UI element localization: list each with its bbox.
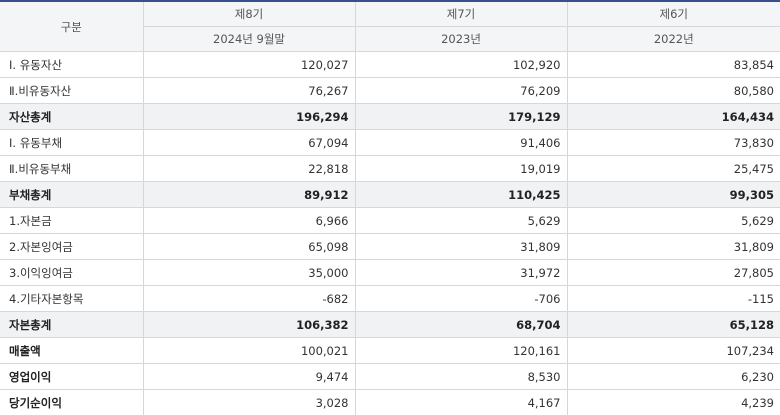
row-value: 8,530 [354, 363, 568, 390]
table-row: 2.자본잉여금 65,098 31,809 31,809 [0, 233, 780, 260]
row-label: Ⅱ.비유동자산 [0, 77, 144, 104]
row-value: 35,000 [142, 259, 356, 286]
row-label: 자본총계 [0, 311, 144, 338]
row-label: 영업이익 [0, 363, 144, 390]
header-period: 제6기 [566, 1, 780, 27]
header-period: 제8기 [142, 1, 356, 27]
row-label: 자산총계 [0, 103, 144, 130]
row-value: 120,161 [354, 337, 568, 364]
table-row: 1.자본금 6,966 5,629 5,629 [0, 207, 780, 234]
row-value: 99,305 [566, 181, 780, 208]
row-value: 4,239 [566, 389, 780, 416]
table-row: 영업이익 9,474 8,530 6,230 [0, 363, 780, 390]
row-label: Ⅰ. 유동자산 [0, 51, 144, 78]
row-label: Ⅱ.비유동부채 [0, 155, 144, 182]
header-date: 2022년 [566, 26, 780, 52]
row-value: 89,912 [142, 181, 356, 208]
table-row: 자산총계 196,294 179,129 164,434 [0, 103, 780, 130]
header-period: 제7기 [354, 1, 568, 27]
row-value: 25,475 [566, 155, 780, 182]
header-date: 2023년 [354, 26, 568, 52]
row-value: -706 [354, 285, 568, 312]
row-value: 31,809 [354, 233, 568, 260]
row-label: 매출액 [0, 337, 144, 364]
row-value: 22,818 [142, 155, 356, 182]
table-row: 당기순이익 3,028 4,167 4,239 [0, 389, 780, 416]
table-body: Ⅰ. 유동자산 120,027 102,920 83,854 Ⅱ.비유동자산 76,267… [0, 51, 780, 416]
table-row: 4.기타자본항목 -682 -706 -115 [0, 285, 780, 312]
row-value: 65,128 [566, 311, 780, 338]
row-value: 76,267 [142, 77, 356, 104]
row-value: 68,704 [354, 311, 568, 338]
row-label: 당기순이익 [0, 389, 144, 416]
row-value: 31,809 [566, 233, 780, 260]
row-value: 164,434 [566, 103, 780, 130]
row-value: -682 [142, 285, 356, 312]
row-value: 27,805 [566, 259, 780, 286]
row-label: Ⅰ. 유동부채 [0, 129, 144, 156]
row-value: 65,098 [142, 233, 356, 260]
row-value: 102,920 [354, 51, 568, 78]
header-date: 2024년 9월말 [143, 26, 356, 52]
table-row: 자본총계 106,382 68,704 65,128 [0, 311, 780, 338]
row-value: 76,209 [354, 77, 568, 104]
table-row: 3.이익잉여금 35,000 31,972 27,805 [0, 259, 780, 286]
row-value: 107,234 [566, 337, 780, 364]
table-row: Ⅱ.비유동부채 22,818 19,019 25,475 [0, 155, 780, 182]
row-value: 6,230 [566, 363, 780, 390]
row-label: 1.자본금 [0, 207, 144, 234]
row-value: 31,972 [354, 259, 568, 286]
table-row: Ⅰ. 유동부채 67,094 91,406 73,830 [0, 129, 780, 156]
row-label: 2.자본잉여금 [0, 233, 144, 260]
row-value: 3,028 [142, 389, 356, 416]
row-value: 5,629 [354, 207, 568, 234]
row-value: 67,094 [142, 129, 356, 156]
row-label: 4.기타자본항목 [0, 285, 144, 312]
table-row: 매출액 100,021 120,161 107,234 [0, 337, 780, 364]
table-row: Ⅰ. 유동자산 120,027 102,920 83,854 [0, 51, 780, 78]
row-value: 179,129 [354, 103, 568, 130]
row-value: 91,406 [354, 129, 568, 156]
header-date-row: 2024년 9월말 2023년 2022년 [0, 26, 780, 52]
row-value: 196,294 [142, 103, 356, 130]
row-value: 106,382 [142, 311, 356, 338]
table-row: Ⅱ.비유동자산 76,267 76,209 80,580 [0, 77, 780, 104]
row-label: 3.이익잉여금 [0, 259, 144, 286]
row-value: 6,966 [142, 207, 356, 234]
row-value: 9,474 [142, 363, 356, 390]
row-value: 110,425 [354, 181, 568, 208]
row-value: 4,167 [354, 389, 568, 416]
row-value: 5,629 [566, 207, 780, 234]
row-value: 19,019 [354, 155, 568, 182]
row-value: 100,021 [142, 337, 356, 364]
row-value: 83,854 [566, 51, 780, 78]
row-value: 80,580 [566, 77, 780, 104]
row-value: -115 [566, 285, 780, 312]
table-row: 부채총계 89,912 110,425 99,305 [0, 181, 780, 208]
table-header: 구분 제8기 제7기 제6기 2024년 9월말 2023년 2022년 [0, 1, 780, 52]
header-category: 구분 [0, 1, 144, 52]
header-period-row: 구분 제8기 제7기 제6기 [0, 1, 780, 52]
row-value: 73,830 [566, 129, 780, 156]
row-label: 부채총계 [0, 181, 144, 208]
row-value: 120,027 [142, 51, 356, 78]
